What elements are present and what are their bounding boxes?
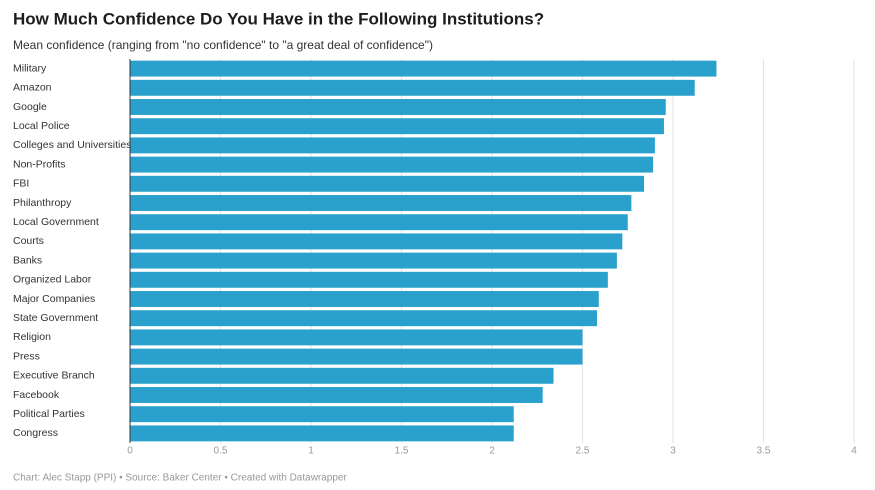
x-tick-label: 2.5: [576, 446, 590, 457]
bar: [130, 156, 654, 173]
chart-title: How Much Confidence Do You Have in the F…: [13, 9, 544, 28]
bar: [130, 79, 695, 96]
bar: [130, 387, 543, 403]
y-tick-label: Philanthropy: [13, 197, 72, 209]
x-tick-label: 1: [308, 446, 314, 457]
bar: [130, 233, 623, 250]
y-tick-label: Facebook: [13, 389, 60, 401]
bar: [130, 329, 583, 346]
y-tick-label: Local Government: [13, 216, 99, 228]
x-tick-label: 3: [670, 446, 676, 457]
y-tick-label: State Government: [13, 312, 98, 324]
bar: [130, 291, 599, 307]
bar: [130, 310, 597, 327]
chart-subtitle: Mean confidence (ranging from "no confid…: [13, 38, 433, 52]
bar: [130, 214, 628, 231]
bar: [130, 425, 514, 442]
bar: [130, 195, 632, 211]
y-tick-label: Congress: [13, 427, 58, 439]
y-tick-label: Religion: [13, 331, 51, 343]
bar: [130, 406, 514, 423]
bar: [130, 137, 655, 154]
x-tick-label: 0.5: [214, 446, 228, 457]
y-tick-label: Local Police: [13, 120, 70, 132]
y-tick-label: Executive Branch: [13, 370, 95, 382]
bar: [130, 118, 664, 135]
x-tick-label: 0: [127, 446, 133, 457]
bar: [130, 60, 717, 77]
y-tick-label: FBI: [13, 178, 29, 190]
bar: [130, 348, 583, 365]
y-tick-label: Colleges and Universities: [13, 139, 131, 151]
y-tick-label: Political Parties: [13, 408, 85, 420]
y-tick-label: Amazon: [13, 82, 52, 94]
y-tick-label: Press: [13, 350, 40, 362]
x-tick-label: 2: [489, 446, 495, 457]
y-tick-label: Courts: [13, 235, 44, 247]
bar: [130, 252, 617, 269]
y-tick-label: Major Companies: [13, 293, 95, 305]
x-tick-label: 1.5: [395, 446, 409, 457]
x-tick-label: 3.5: [757, 446, 771, 457]
y-tick-label: Organized Labor: [13, 274, 92, 286]
bar: [130, 99, 666, 115]
y-tick-label: Non-Profits: [13, 158, 66, 170]
bar: [130, 367, 554, 384]
x-tick-label: 4: [851, 446, 857, 457]
y-tick-label: Military: [13, 62, 47, 74]
bar: [130, 175, 645, 192]
y-tick-label: Google: [13, 101, 47, 113]
bar: [130, 271, 608, 288]
chart-footer: Chart: Alec Stapp (PPI) • Source: Baker …: [13, 473, 347, 484]
y-tick-label: Banks: [13, 254, 42, 266]
